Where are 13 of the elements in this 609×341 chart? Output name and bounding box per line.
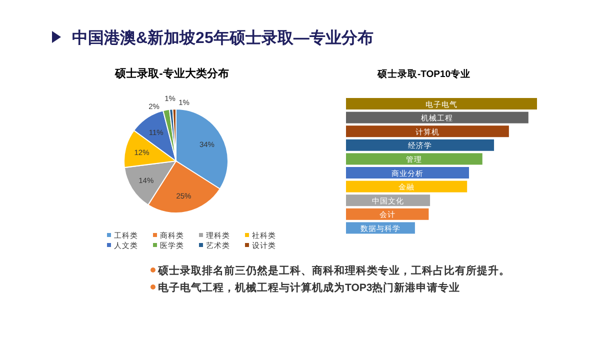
chart-title: 硕士录取-TOP10专业 xyxy=(376,68,471,80)
chart-title: 硕士录取-专业大类分布 xyxy=(114,67,229,80)
bar xyxy=(346,167,470,178)
bar xyxy=(346,112,528,124)
bar xyxy=(346,153,482,165)
bar xyxy=(346,126,509,138)
bar xyxy=(346,180,468,192)
text: 硕士录取排名前三仍然是工科、商科和理科类专业，工科占比有所提升。 xyxy=(157,264,510,277)
text: 中国港澳&新加坡25年硕士录取—专业分布 xyxy=(72,29,374,47)
bar xyxy=(346,208,429,220)
text: 电子电气工程，机械工程与计算机成为TOP3热门新港申请专业 xyxy=(158,281,460,294)
bar xyxy=(346,139,494,151)
bar xyxy=(346,98,537,110)
